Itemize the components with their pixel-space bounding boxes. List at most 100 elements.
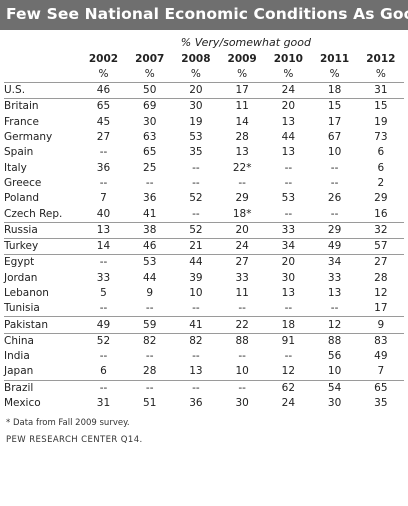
value-cell: 41 xyxy=(172,316,220,334)
table-row: Russia 13 38 52 20 33 29 32 xyxy=(4,221,404,239)
value-cell: 88 xyxy=(311,332,358,350)
country-header xyxy=(4,52,80,67)
value-cell: -- xyxy=(238,176,246,189)
country-label: Turkey xyxy=(4,237,81,255)
value-cell: 34 xyxy=(311,254,358,271)
value-cell: 14 xyxy=(80,237,127,255)
value-cell: 46 xyxy=(80,81,127,99)
value-cell: 22* xyxy=(232,161,252,174)
country-label: Lebanon xyxy=(4,287,49,299)
value-cell: 30 xyxy=(172,98,220,115)
table-row: Mexico 31 51 36 30 24 30 35 xyxy=(4,396,404,411)
value-cell: 13 xyxy=(281,287,296,299)
value-cell: 44 xyxy=(143,271,157,284)
table-row: Egypt -- 53 44 27 20 34 27 xyxy=(4,254,404,271)
table-row: Japan 6 28 13 10 12 10 7 xyxy=(4,364,404,380)
value-cell: 29 xyxy=(311,221,358,239)
value-cell: 33 xyxy=(96,271,111,284)
year-header-2011: 2011 xyxy=(319,53,350,65)
value-cell: 10 xyxy=(189,287,203,299)
value-cell: 9 xyxy=(146,287,154,299)
value-cell: 28 xyxy=(235,131,249,144)
value-cell: 45 xyxy=(96,115,111,128)
table-row: India -- -- -- -- -- 56 49 xyxy=(4,349,404,364)
value-cell: 10 xyxy=(327,365,342,378)
country-label: Russia xyxy=(4,221,81,239)
value-cell: 69 xyxy=(126,98,173,115)
value-cell: 35 xyxy=(189,146,203,159)
value-cell: 12 xyxy=(281,365,296,378)
value-cell: 38 xyxy=(126,221,173,239)
year-header-2009: 2009 xyxy=(227,53,257,65)
country-label: Tunisia xyxy=(4,302,40,315)
value-cell: 30 xyxy=(327,397,342,410)
value-cell: 17 xyxy=(219,81,266,99)
unit-cell: % xyxy=(98,68,109,80)
chart-title: Few See National Economic Conditions As … xyxy=(6,5,408,23)
value-cell: 82 xyxy=(172,332,220,350)
value-cell: 7 xyxy=(377,365,385,378)
value-cell: 41 xyxy=(143,207,157,220)
unit-cell: % xyxy=(329,68,340,80)
table-row: U.S. 46 50 20 17 24 18 31 xyxy=(4,81,404,99)
value-cell: 7 xyxy=(100,192,107,205)
country-label: Japan xyxy=(4,365,34,378)
unit-row: %%%%%%% xyxy=(4,67,404,83)
value-cell: 18 xyxy=(311,81,358,99)
value-cell: 91 xyxy=(265,332,312,350)
value-cell: -- xyxy=(330,302,339,315)
value-cell: 32 xyxy=(357,221,404,239)
value-cell: 40 xyxy=(96,207,111,220)
value-cell: 31 xyxy=(96,397,111,410)
country-label: Greece xyxy=(4,176,42,189)
value-cell: 15 xyxy=(311,98,358,115)
value-cell: 21 xyxy=(172,237,220,255)
country-label: Italy xyxy=(4,161,27,174)
table-row: Brazil -- -- -- -- 62 54 65 xyxy=(4,379,404,396)
value-cell: 44 xyxy=(281,131,296,144)
table-row: Spain -- 65 35 13 13 10 6 xyxy=(4,145,404,160)
value-cell: 24 xyxy=(265,81,312,99)
value-cell: 29 xyxy=(235,192,249,205)
value-cell: 65 xyxy=(143,146,157,159)
value-cell: 31 xyxy=(357,81,404,99)
value-cell: -- xyxy=(145,176,154,189)
value-cell: 51 xyxy=(143,397,157,410)
value-cell: -- xyxy=(284,176,293,189)
country-label: U.S. xyxy=(4,81,81,99)
value-cell: -- xyxy=(126,379,173,396)
source-note: PEW RESEARCH CENTER Q14. xyxy=(6,435,143,446)
value-cell: 83 xyxy=(357,332,404,350)
value-cell: 27 xyxy=(357,254,404,271)
country-label: Britain xyxy=(4,98,81,115)
value-cell: 14 xyxy=(235,115,249,128)
value-cell: 28 xyxy=(143,365,157,378)
value-cell: 19 xyxy=(189,115,203,128)
value-cell: 35 xyxy=(374,397,388,410)
value-cell: 88 xyxy=(219,332,266,350)
value-cell: 20 xyxy=(265,98,312,115)
value-cell: -- xyxy=(284,302,293,315)
unit-cell: % xyxy=(375,68,386,80)
country-label: Mexico xyxy=(4,397,41,410)
value-cell: 18* xyxy=(232,207,252,220)
value-cell: -- xyxy=(99,176,108,189)
table-row: China 52 82 82 88 91 88 83 xyxy=(4,332,404,350)
value-cell: -- xyxy=(284,350,293,363)
value-cell: 56 xyxy=(327,350,342,363)
value-cell: 24 xyxy=(219,237,266,255)
year-header-2012: 2012 xyxy=(366,53,396,65)
value-cell: 53 xyxy=(126,254,173,271)
value-cell: -- xyxy=(219,379,266,396)
table-row: Jordan 33 44 39 33 30 33 28 xyxy=(4,271,404,286)
value-cell: 54 xyxy=(311,379,358,396)
value-cell: -- xyxy=(172,379,220,396)
value-cell: 26 xyxy=(327,192,342,205)
value-cell: 49 xyxy=(80,316,127,334)
year-header-2007: 2007 xyxy=(135,53,165,65)
country-label: Germany xyxy=(4,131,53,144)
value-cell: -- xyxy=(238,302,246,315)
value-cell: 29 xyxy=(374,192,388,205)
value-cell: -- xyxy=(80,254,127,271)
value-cell: 65 xyxy=(80,98,127,115)
